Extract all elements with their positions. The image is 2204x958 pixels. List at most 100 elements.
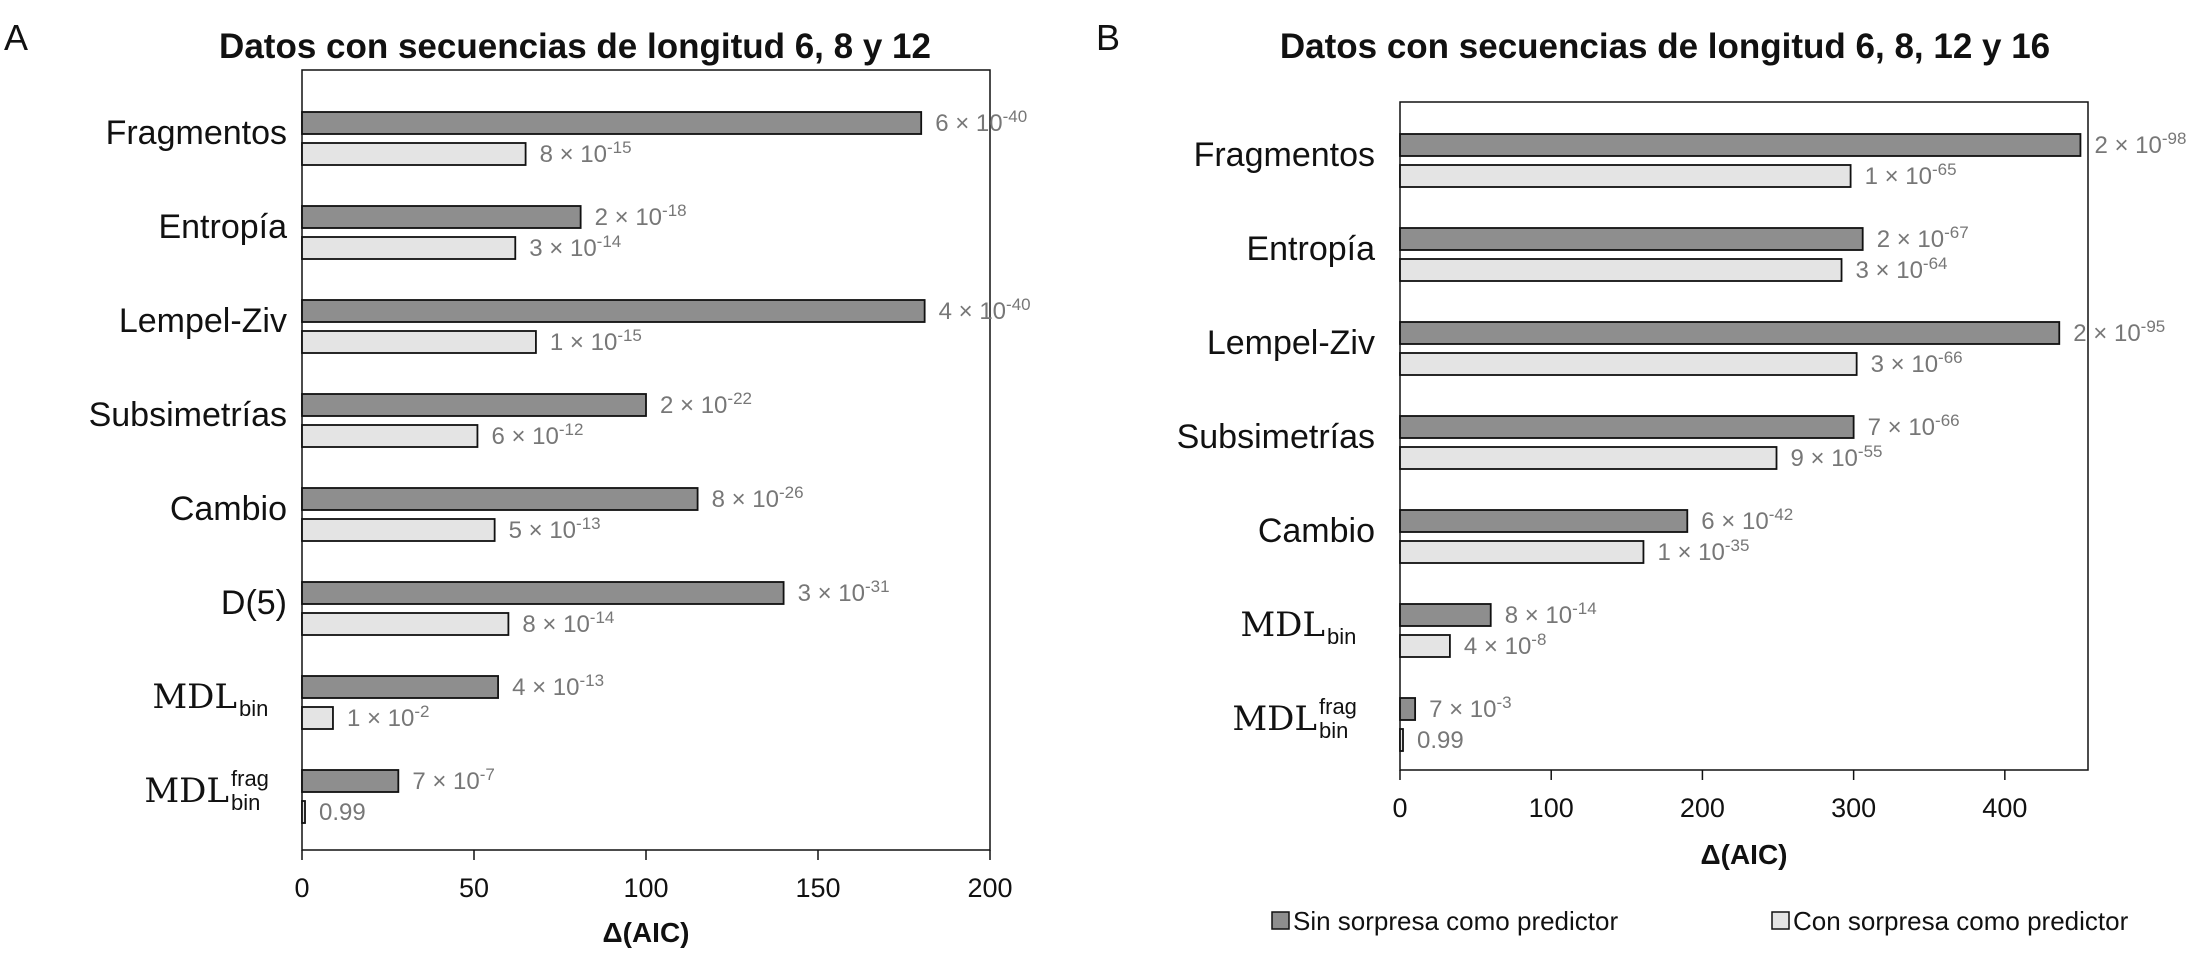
bar-sin-sorpresa (1399, 227, 1864, 251)
pvalue-exponent: -7 (480, 765, 495, 784)
bar-con-sorpresa (301, 236, 517, 260)
pvalue-mantissa: 1 × 10 (1657, 539, 1724, 566)
pvalue-label: 6 × 10-40 (935, 107, 1027, 137)
pvalue-label: 8 × 10-14 (522, 608, 614, 638)
pvalue-mantissa: 8 × 10 (540, 141, 607, 168)
bar-sin-sorpresa (1399, 509, 1689, 533)
bar-sin-sorpresa (301, 393, 647, 417)
pvalue-exponent: -15 (607, 138, 632, 157)
category-label-text: Entropía (1246, 230, 1375, 268)
bar-con-sorpresa (1399, 728, 1404, 752)
pvalue-exponent: -2 (414, 702, 429, 721)
pvalue-mantissa: 3 × 10 (529, 235, 596, 262)
pvalue-exponent: -95 (2141, 317, 2166, 336)
category-label: Cambio (1258, 512, 1375, 550)
pvalue-label: 9 × 10-55 (1791, 442, 1883, 472)
pvalue-mantissa: 8 × 10 (1505, 602, 1572, 629)
pvalue-exponent: -12 (559, 420, 584, 439)
category-label-text: MDL (144, 771, 229, 811)
pvalue-label: 1 × 10-65 (1865, 160, 1957, 190)
category-label-text: Cambio (1258, 512, 1375, 550)
pvalue-label: 8 × 10-14 (1505, 599, 1597, 629)
pvalue-label: 3 × 10-64 (1856, 254, 1948, 284)
pvalue-label: 2 × 10-67 (1877, 223, 1969, 253)
pvalue-label: 3 × 10-31 (798, 577, 890, 607)
bar-sin-sorpresa (301, 111, 923, 135)
legend: Sin sorpresa como predictor Con sorpresa… (1271, 906, 2129, 936)
plot-frame (301, 69, 991, 851)
x-axis-title: Δ(AIC) (1701, 839, 1788, 870)
pvalue-mantissa: 7 × 10 (1868, 414, 1935, 441)
pvalue-exponent: -55 (1858, 442, 1883, 461)
pvalue-label: 3 × 10-66 (1871, 348, 1963, 378)
pvalue-mantissa: 3 × 10 (1856, 257, 1923, 284)
category-label: Entropía (158, 208, 287, 246)
pvalue-label: 0.99 (1417, 727, 1464, 754)
category-label-sup: frag (231, 766, 269, 791)
pvalue-mantissa: 3 × 10 (798, 580, 865, 607)
pvalue-exponent: -14 (1572, 599, 1597, 618)
pvalue-exponent: -13 (579, 671, 604, 690)
bar-sin-sorpresa (301, 299, 926, 323)
pvalue-label: 2 × 10-98 (2094, 129, 2186, 159)
pvalue-mantissa: 2 × 10 (2094, 132, 2161, 159)
pvalue-label: 8 × 10-15 (540, 138, 632, 168)
bar-sin-sorpresa (1399, 321, 2061, 345)
pvalue-mantissa: 1 × 10 (550, 329, 617, 356)
x-tick-label: 300 (1831, 793, 1876, 823)
category-label-text: Lempel-Ziv (119, 302, 287, 340)
bar-con-sorpresa (301, 518, 496, 542)
legend-label-sin: Sin sorpresa como predictor (1293, 906, 1618, 936)
bar-sin-sorpresa (301, 581, 785, 605)
bar-sin-sorpresa (1399, 133, 2082, 157)
pvalue-mantissa: 1 × 10 (1865, 163, 1932, 190)
panel-b: B Datos con secuencias de longitud 6, 8, … (1096, 17, 2186, 870)
bar-con-sorpresa (301, 706, 334, 730)
category-label: MDL (144, 771, 229, 811)
pvalue-label: 6 × 10-12 (491, 420, 583, 450)
pvalue-mantissa: 6 × 10 (1701, 508, 1768, 535)
pvalue-label: 4 × 10-40 (939, 295, 1031, 325)
pvalue-exponent: -13 (576, 514, 601, 533)
panel-a: A Datos con secuencias de longitud 6, 8 y… (4, 17, 1031, 948)
chart-title: Datos con secuencias de longitud 6, 8, 1… (1280, 27, 2050, 66)
category-label: MDL (1232, 699, 1317, 739)
bar-sin-sorpresa (301, 487, 699, 511)
pvalue-mantissa: 7 × 10 (412, 768, 479, 795)
bar-con-sorpresa (1399, 446, 1778, 470)
bar-con-sorpresa (301, 612, 510, 636)
legend-label-con: Con sorpresa como predictor (1793, 906, 2129, 936)
pvalue-label: 4 × 10-8 (1464, 630, 1547, 660)
pvalue-mantissa: 4 × 10 (512, 674, 579, 701)
pvalue-label: 7 × 10-3 (1429, 693, 1512, 723)
pvalue-label: 7 × 10-66 (1868, 411, 1960, 441)
pvalue-mantissa: 0.99 (1417, 727, 1464, 754)
category-label-text: Subsimetrías (89, 396, 287, 434)
pvalue-exponent: -66 (1935, 411, 1960, 430)
x-axis-title: Δ(AIC) (603, 917, 690, 948)
pvalue-mantissa: 2 × 10 (660, 392, 727, 419)
pvalue-mantissa: 6 × 10 (491, 423, 558, 450)
category-label-sub: bin (1319, 718, 1348, 743)
category-label-text: Subsimetrías (1177, 418, 1375, 456)
pvalue-mantissa: 7 × 10 (1429, 696, 1496, 723)
x-tick-label: 0 (294, 873, 309, 903)
pvalue-mantissa: 2 × 10 (595, 204, 662, 231)
x-tick-label: 150 (795, 873, 840, 903)
category-label: Fragmentos (1194, 136, 1375, 174)
pvalue-label: 1 × 10-35 (1657, 536, 1749, 566)
legend-swatch-con (1771, 911, 1790, 930)
bar-sin-sorpresa (301, 769, 400, 793)
category-label-text: Entropía (158, 208, 287, 246)
pvalue-label: 8 × 10-26 (712, 483, 804, 513)
pvalue-mantissa: 2 × 10 (1877, 226, 1944, 253)
pvalue-exponent: -64 (1923, 254, 1948, 273)
pvalue-mantissa: 6 × 10 (935, 110, 1002, 137)
bar-con-sorpresa (1399, 352, 1858, 376)
pvalue-exponent: -66 (1938, 348, 1963, 367)
pvalue-exponent: -14 (597, 232, 622, 251)
pvalue-label: 3 × 10-14 (529, 232, 621, 262)
pvalue-exponent: -65 (1932, 160, 1957, 179)
category-label-text: Lempel-Ziv (1207, 324, 1375, 362)
